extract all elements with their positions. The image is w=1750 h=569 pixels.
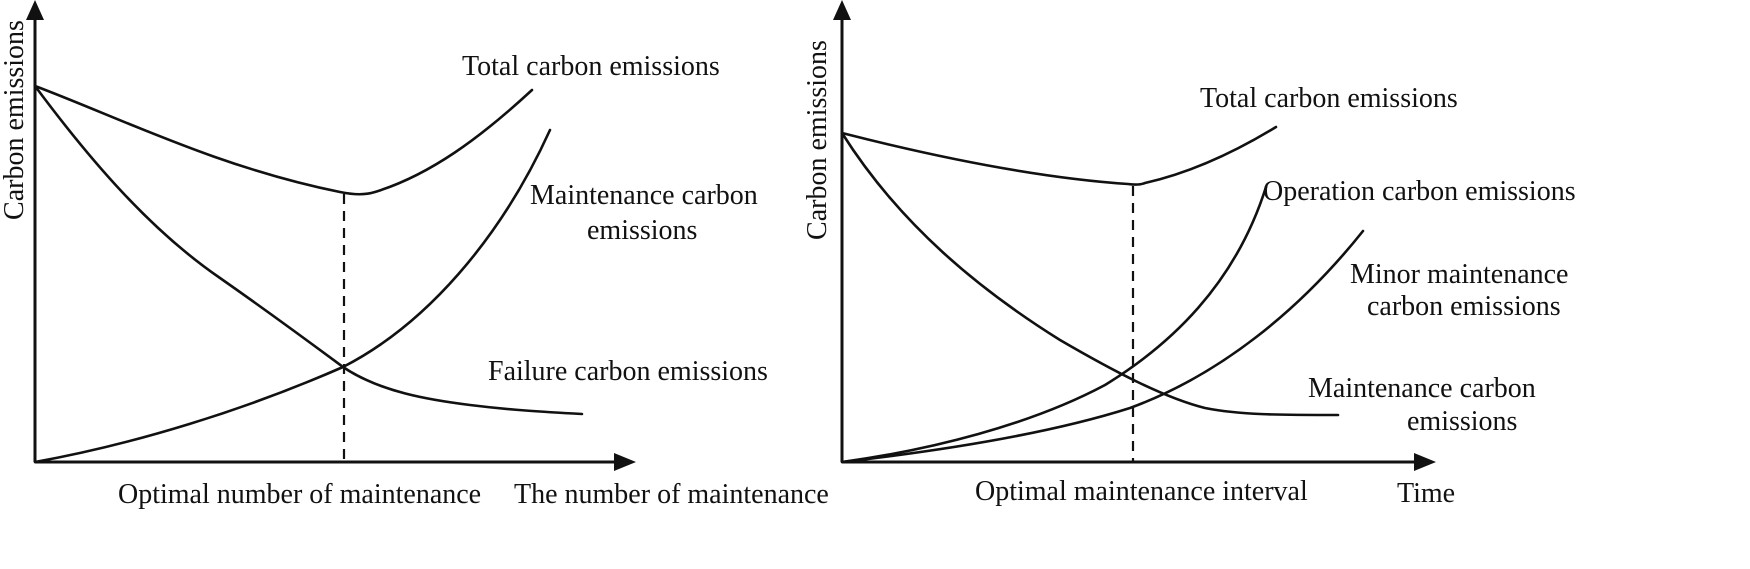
left-total-carbon-curve [33,84,534,196]
left-y-axis-arrowhead-icon [26,0,44,20]
right-maintenance-carbon-curve [840,131,1340,417]
right-y-axis-label: Carbon emissions [802,40,833,240]
right-total-carbon-label: Total carbon emissions [1200,83,1458,114]
left-y-axis-label: Carbon emissions [0,20,30,220]
left-failure-carbon-label: Failure carbon emissions [488,356,768,387]
left-x-axis-label: The number of maintenance [514,479,829,510]
right-minor-maintenance-label-line2: carbon emissions [1367,291,1561,322]
right-operation-carbon-label: Operation carbon emissions [1263,176,1576,207]
right-maintenance-carbon-label-line2: emissions [1407,406,1517,437]
left-maintenance-carbon-label-line1: Maintenance carbon [530,180,758,211]
left-failure-carbon-curve [33,84,584,416]
right-x-axis-label: Time [1397,478,1455,509]
right-minor-maintenance-carbon-curve [840,229,1365,464]
left-total-carbon-label: Total carbon emissions [462,51,720,82]
left-x-marker-label: Optimal number of maintenance [118,479,481,510]
left-maintenance-carbon-label-line2: emissions [587,215,697,246]
left-x-axis-arrowhead-icon [614,453,636,471]
left-chart: Carbon emissions Optimal number of maint… [0,0,829,510]
right-total-carbon-curve [840,125,1278,186]
right-minor-maintenance-label-line1: Minor maintenance [1350,259,1568,290]
right-x-axis-arrowhead-icon [1414,453,1436,471]
right-x-marker-label: Optimal maintenance interval [975,476,1308,507]
right-operation-carbon-curve [840,185,1268,464]
right-chart: Carbon emissions Optimal maintenance int… [802,0,1576,509]
right-maintenance-carbon-label-line1: Maintenance carbon [1308,373,1536,404]
right-y-axis-arrowhead-icon [833,0,851,20]
